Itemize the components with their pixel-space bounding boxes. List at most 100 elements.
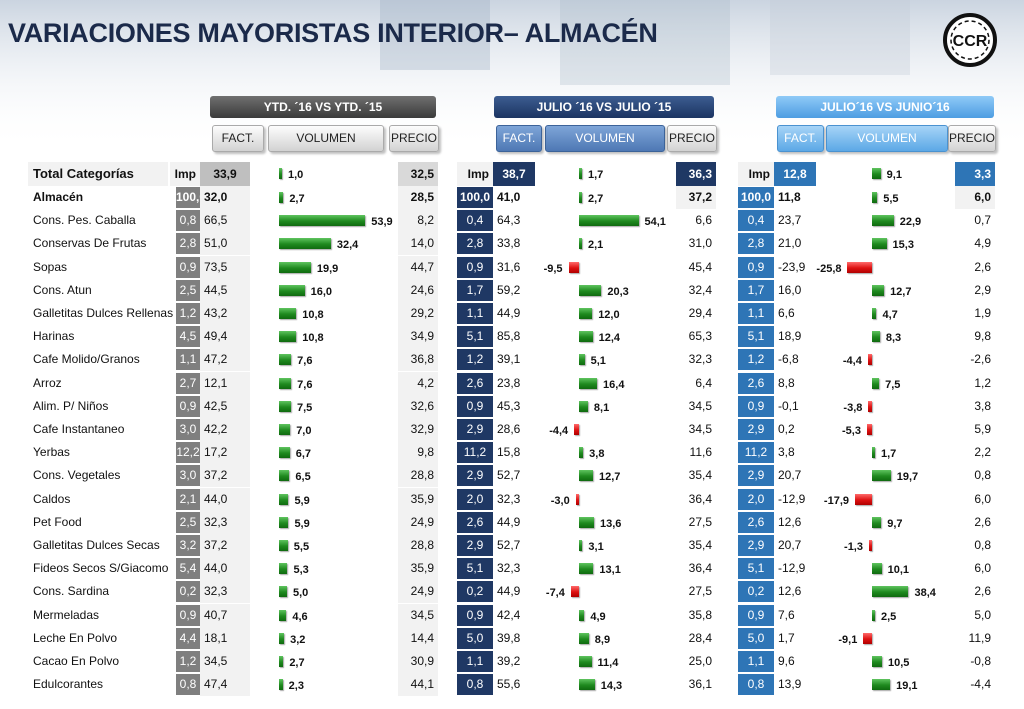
volume-label-ss1: 2,7: [289, 193, 305, 205]
row-precio-s3: 3,8: [974, 398, 991, 413]
row-fact-s3: 16,0: [778, 282, 802, 297]
row-category: Fideos Secos S/Giacomo: [33, 561, 169, 576]
volume-bar-ss3: [863, 632, 872, 644]
row-fact-s1: 32,3: [200, 510, 250, 534]
section-2-precio-button[interactable]: PRECIO: [667, 125, 717, 152]
row-fact-s3: 0,2: [778, 422, 795, 436]
row-fact-s2: 52,7: [497, 468, 521, 483]
row-fact-s3: 12,6: [778, 584, 802, 599]
volume-label-ss2: 16,4: [603, 378, 625, 391]
volume-label-ss1: 6,5: [295, 471, 311, 484]
row-category: Mermeladas: [33, 607, 100, 622]
row-precio-s2: 25,0: [688, 654, 712, 668]
section-3-volumen-button[interactable]: VOLUMEN: [826, 125, 948, 152]
row-imp-s2: 0,9: [457, 395, 493, 417]
volume-bar-ss2: [579, 377, 598, 389]
header-precio-s1: 32,5: [398, 162, 438, 186]
section-3-fact-button[interactable]: FACT.: [777, 125, 824, 152]
section-2-volumen-button[interactable]: VOLUMEN: [545, 125, 665, 152]
volume-bar-ss3: [854, 493, 872, 505]
volume-bar-ss3: [872, 377, 880, 389]
row-precio-s3: 6,0: [974, 561, 991, 576]
logo-text: CCR: [953, 33, 988, 50]
row-fact-s1: 32,3: [200, 580, 250, 604]
volume-bar-ss3: [872, 284, 885, 296]
row-imp-s3: 2,6: [738, 511, 774, 533]
row-fact-s1: 51,0: [200, 232, 250, 256]
row-precio-s2: 35,4: [688, 538, 712, 552]
row-fact-s3: -0,1: [778, 398, 799, 413]
row-category: Cons. Vegetales: [33, 468, 121, 483]
row-precio-s3: 2,6: [974, 514, 991, 529]
row-imp-s2: 1,1: [457, 651, 493, 672]
row-precio-s1: 24,6: [398, 278, 438, 302]
volume-label-ss2: -3,0: [550, 494, 570, 507]
row-precio-s3: 6,0: [974, 491, 991, 506]
volume-bar-ss1: [279, 516, 289, 528]
volume-label-ss3: 22,9: [899, 216, 922, 229]
row-imp-s1: 3,0: [176, 419, 200, 440]
volume-label-ss1: 10,8: [302, 332, 324, 345]
row-imp-s3: 0,9: [738, 395, 774, 417]
row-imp-s1: 3,2: [176, 535, 200, 556]
section-1-fact-button[interactable]: FACT.: [212, 125, 264, 152]
page-title: VARIACIONES MAYORISTAS INTERIOR– ALMACÉN: [8, 18, 658, 48]
row-imp-s2: 0,9: [457, 604, 493, 626]
row-imp-s2: 2,0: [457, 488, 493, 510]
row-precio-s3: -4,4: [970, 677, 991, 692]
volume-bar-ss2: [579, 516, 594, 528]
volume-label-ss2: 3,8: [589, 448, 605, 461]
section-3-precio-button[interactable]: PRECIO: [948, 125, 996, 152]
row-fact-s3: 20,7: [778, 468, 802, 483]
volume-bar-ss3: [872, 609, 875, 621]
row-fact-s2: 59,2: [497, 282, 521, 297]
row-category: Edulcorantes: [33, 677, 104, 692]
section-2-fact-button[interactable]: FACT.: [496, 125, 542, 152]
row-precio-s2: 27,5: [688, 584, 712, 599]
row-precio-s3: 5,0: [974, 607, 991, 622]
volume-label-ss3: 10,5: [887, 657, 910, 669]
volume-bar-ss3: [847, 261, 872, 273]
row-imp-s1: 100,0: [176, 187, 200, 208]
row-precio-s1: 14,0: [398, 232, 438, 256]
row-imp-s3: 2,0: [738, 488, 774, 510]
row-precio-s2: 29,4: [688, 306, 712, 320]
row-fact-s1: 44,5: [200, 278, 250, 302]
row-category: Cafe Molido/Granos: [33, 352, 140, 367]
row-precio-s1: 32,9: [398, 418, 438, 441]
volume-label-ss3: 8,3: [885, 332, 902, 345]
volume-bar-ss3: [872, 563, 882, 575]
volume-bar-ss1: [279, 238, 331, 250]
volume-bar-ss2: [579, 354, 585, 366]
volume-label-ss3: -3,8: [843, 401, 863, 414]
volume-label-ss3: -1,3: [844, 541, 863, 553]
row-precio-s1: 36,8: [398, 348, 438, 372]
row-imp-s1: 1,1: [176, 349, 200, 371]
volume-bar-ss1: [279, 215, 366, 227]
row-fact-s1: 47,4: [200, 673, 250, 697]
row-precio-s3: 11,9: [968, 630, 991, 645]
row-fact-s3: 1,7: [778, 630, 795, 645]
volume-bar-ss3: [869, 540, 872, 551]
row-imp-s3: 1,1: [738, 651, 774, 672]
volume-label-ss1: 3,2: [290, 633, 306, 646]
section-1-volumen-button[interactable]: VOLUMEN: [268, 125, 384, 152]
volume-bar-ss1: [279, 331, 297, 343]
row-imp-s2: 0,4: [457, 210, 493, 232]
row-category: Cafe Instantaneo: [33, 422, 125, 436]
section-1-precio-button[interactable]: PRECIO: [389, 125, 439, 152]
row-precio-s2: 36,4: [688, 561, 712, 576]
row-imp-s1: 0,8: [176, 210, 200, 232]
row-fact-s3: 13,9: [778, 677, 802, 692]
volume-label-ss2: 13,6: [599, 517, 622, 530]
volume-label-ss2: 3,1: [588, 541, 604, 553]
row-precio-s1: 34,9: [398, 325, 438, 349]
row-precio-s3: -2,6: [970, 352, 991, 367]
row-precio-s1: 29,2: [398, 302, 438, 325]
row-fact-s3: 18,9: [778, 329, 802, 344]
volume-bar-ss2: [579, 400, 588, 412]
row-precio-s1: 32,6: [398, 394, 438, 418]
row-fact-s3: -6,8: [778, 352, 799, 367]
row-fact-s2: 44,9: [497, 584, 521, 599]
header-imp-s1: Imp: [170, 162, 200, 186]
